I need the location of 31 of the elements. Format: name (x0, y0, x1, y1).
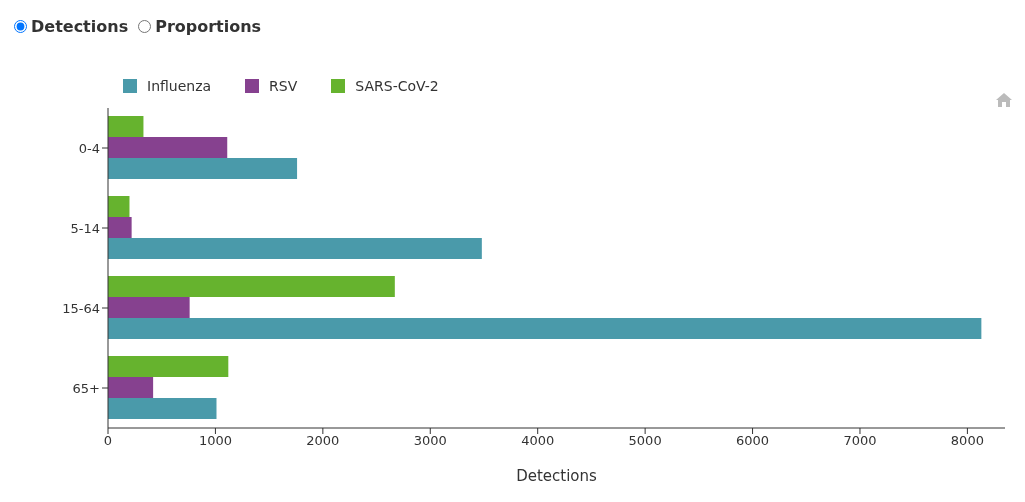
x-tick-label: 5000 (628, 433, 662, 449)
legend-label: Influenza (147, 78, 212, 94)
bar (108, 137, 228, 158)
bar (108, 158, 298, 179)
bar (108, 217, 132, 238)
x-tick-label: 8000 (950, 433, 984, 449)
x-tick-label: 7000 (843, 433, 877, 449)
bar (108, 276, 395, 297)
bar (108, 196, 130, 217)
x-tick-label: 2000 (306, 433, 340, 449)
x-axis-title: Detections (516, 466, 598, 485)
bar (108, 318, 982, 339)
y-tick-label: 5-14 (70, 220, 100, 236)
bar (108, 116, 144, 137)
x-tick-label: 6000 (736, 433, 770, 449)
legend-label: SARS-CoV-2 (355, 78, 439, 94)
x-tick-label: 0 (103, 433, 113, 449)
bar (108, 356, 229, 377)
text: Detections (31, 16, 129, 36)
bar (108, 377, 154, 398)
bar (108, 398, 217, 419)
y-tick-label: 65+ (72, 380, 100, 396)
y-tick-label: 15-64 (62, 300, 100, 316)
y-tick-label: 0-4 (78, 140, 100, 156)
x-tick-label: 3000 (413, 433, 447, 449)
bar (108, 297, 190, 318)
bar (108, 238, 482, 259)
x-tick-label: 1000 (198, 433, 232, 449)
x-tick-label: 4000 (521, 433, 555, 449)
text: Proportions (155, 16, 262, 36)
legend-label: RSV (269, 78, 298, 94)
